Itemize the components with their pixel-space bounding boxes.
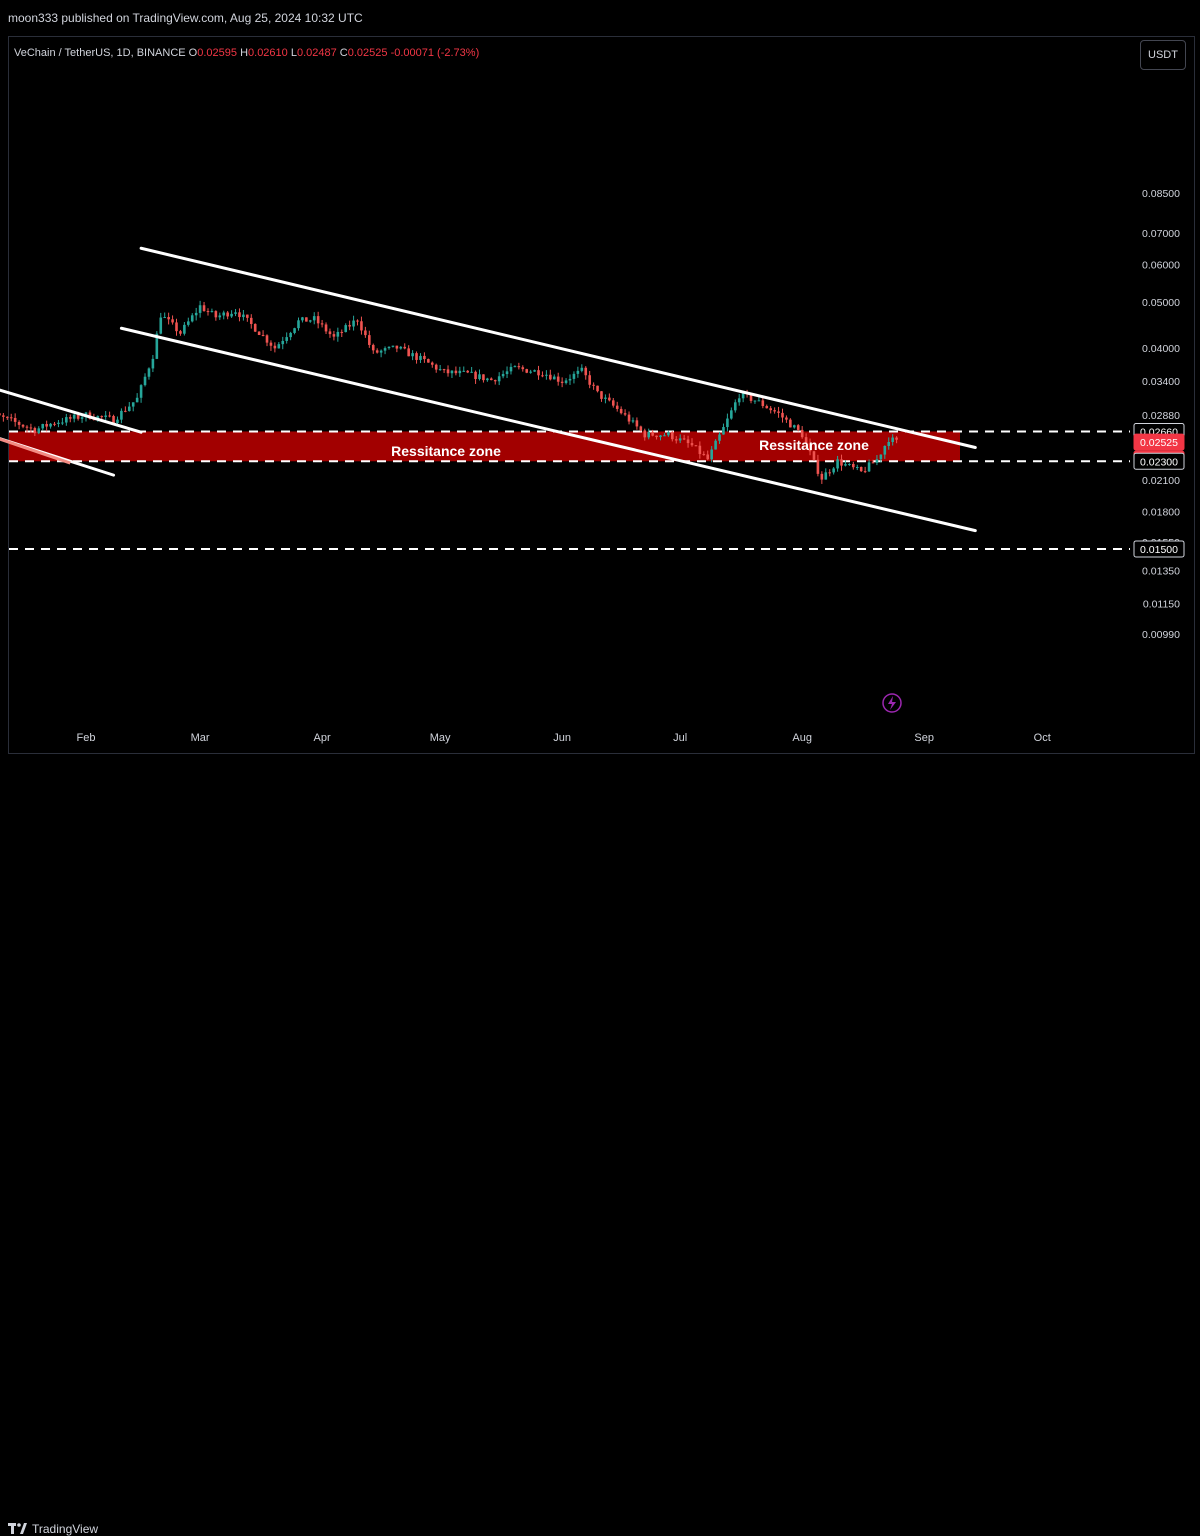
change-value: -0.00071 (-2.73%): [390, 47, 480, 59]
currency-button[interactable]: USDT: [1140, 40, 1186, 70]
tradingview-icon: [8, 1523, 27, 1534]
footer-bar: TradingView: [0, 754, 1200, 1536]
high-value: 0.02610: [248, 47, 288, 59]
tradingview-label: TradingView: [32, 1522, 99, 1536]
chart-area[interactable]: [8, 36, 1195, 754]
candle-body: [2, 415, 5, 417]
low-value: 0.02487: [296, 47, 337, 59]
candle: [0, 413, 1, 416]
high-label: H: [240, 47, 249, 59]
open-label: O: [188, 47, 198, 59]
open-value: 0.02595: [197, 47, 237, 59]
close-label: C: [339, 47, 348, 59]
close-value: 0.02525: [347, 47, 388, 59]
publish-header: moon333 published on TradingView.com, Au…: [0, 0, 1200, 36]
symbol-legend: VeChain / TetherUS, 1D, BINANCE O0.02595…: [14, 47, 479, 59]
symbol-title: VeChain / TetherUS, 1D, BINANCE: [14, 47, 186, 59]
candle: [2, 412, 5, 422]
published-caption: moon333 published on TradingView.com, Au…: [8, 11, 363, 25]
candle-body: [0, 413, 1, 416]
low-label: L: [290, 47, 297, 59]
tradingview-logo[interactable]: TradingView: [8, 1522, 98, 1536]
